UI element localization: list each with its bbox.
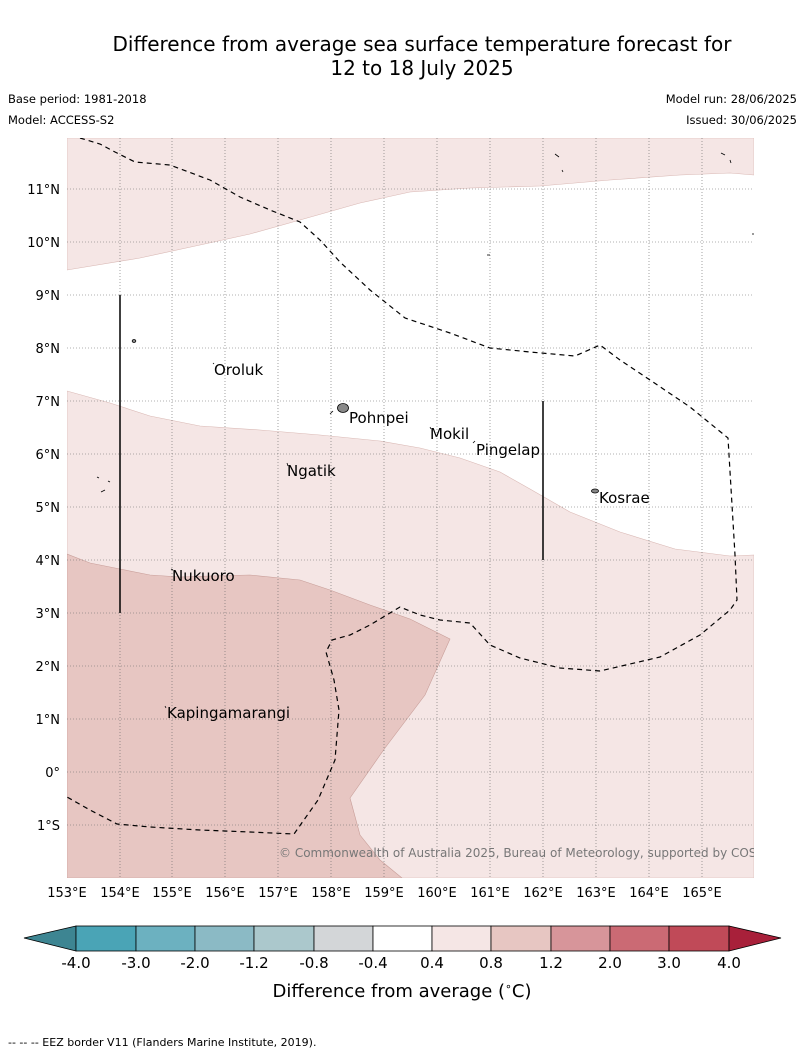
- colorbar-tick: -3.0: [121, 954, 150, 972]
- lon-tick: 162°E: [523, 886, 563, 901]
- lon-tick: 157°E: [258, 886, 298, 901]
- small-islets-west: [96, 476, 111, 493]
- ant-atoll: [329, 410, 334, 415]
- lon-tick: 155°E: [152, 886, 192, 901]
- colorbar-segment: [194, 925, 255, 952]
- model-name: Model: ACCESS-S2: [8, 113, 115, 127]
- eez-footnote: -- -- -- EEZ border V11 (Flanders Marine…: [8, 1036, 317, 1049]
- lon-tick: 164°E: [629, 886, 669, 901]
- colorbar-segment: [313, 925, 374, 952]
- islands: [96, 152, 754, 709]
- colorbar-segment: [550, 925, 611, 952]
- warm-anomaly-region-north: [67, 138, 754, 271]
- lat-tick: 1°N: [36, 713, 61, 728]
- colorbar-tick: 2.0: [598, 954, 622, 972]
- title-line-2: 12 to 18 July 2025: [330, 56, 514, 80]
- pingelap-atoll: [472, 440, 476, 444]
- copyright-notice: © Commonwealth of Australia 2025, Bureau…: [279, 846, 784, 860]
- colorbar-labels: -4.0 -3.0 -2.0 -1.2 -0.8 -0.4 0.4 0.8 1.…: [61, 954, 741, 972]
- lon-tick: 158°E: [311, 886, 351, 901]
- place-label: Oroluk: [214, 361, 263, 379]
- colorbar-tick: -2.0: [180, 954, 209, 972]
- colorbar-tick: 0.8: [479, 954, 503, 972]
- issued-date: Issued: 30/06/2025: [686, 113, 797, 127]
- colorbar-title: Difference from average (∘C): [272, 980, 531, 1002]
- graticule: [67, 138, 754, 878]
- small-islets-northeast: [720, 152, 732, 164]
- map-area: Oroluk Pohnpei Mokil Pingelap Ngatik Kos…: [67, 138, 784, 878]
- colorbar-segment: [609, 925, 670, 952]
- title-line-1: Difference from average sea surface temp…: [112, 32, 732, 56]
- colorbar-tick: -4.0: [61, 954, 90, 972]
- colorbar-tick: -0.8: [299, 954, 328, 972]
- place-labels: Oroluk Pohnpei Mokil Pingelap Ngatik Kos…: [167, 361, 650, 722]
- colorbar-title-text: Difference from average (: [272, 981, 505, 1002]
- colorbar-segment: [135, 925, 196, 952]
- colorbar-title-unit: C): [512, 981, 532, 1002]
- lon-tick: 154°E: [100, 886, 140, 901]
- colorbar-segment: [75, 925, 137, 952]
- place-label: Ngatik: [287, 462, 336, 480]
- small-atoll-west: [131, 339, 137, 343]
- kosrae-island: [591, 488, 599, 494]
- lon-tick: 153°E: [47, 886, 87, 901]
- colorbar-extend-high: [728, 925, 782, 952]
- colorbar-segment: [668, 925, 730, 952]
- lat-tick: 2°N: [36, 660, 61, 675]
- mokil-atoll: [429, 426, 432, 430]
- oroluk-atoll: [212, 362, 215, 365]
- lat-tick: 6°N: [36, 448, 61, 463]
- lon-tick: 160°E: [417, 886, 457, 901]
- colorbar-segment: [372, 925, 433, 952]
- longitude-ticks: 153°E 154°E 155°E 156°E 157°E 158°E 159°…: [47, 886, 722, 901]
- lat-tick: 11°N: [27, 183, 60, 198]
- kapingamarangi-atoll: [164, 705, 167, 709]
- colorbar-tick: -1.2: [239, 954, 268, 972]
- chart-title: Difference from average sea surface temp…: [60, 32, 784, 80]
- lat-tick: 5°N: [36, 501, 61, 516]
- lon-tick: 156°E: [205, 886, 245, 901]
- colorbar-segment: [490, 925, 552, 952]
- place-label: Pohnpei: [349, 409, 409, 427]
- place-label: Nukuoro: [172, 567, 235, 585]
- model-run: Model run: 28/06/2025: [665, 92, 797, 106]
- colorbar-tick: 1.2: [539, 954, 563, 972]
- colorbar-tick: -0.4: [358, 954, 387, 972]
- lon-tick: 165°E: [682, 886, 722, 901]
- ngatik-atoll: [286, 462, 289, 467]
- lon-tick: 159°E: [364, 886, 404, 901]
- pohnpei-island: [337, 403, 349, 413]
- latitude-ticks: 11°N 10°N 9°N 8°N 7°N 6°N 5°N 4°N 3°N 2°…: [27, 183, 60, 834]
- colorbar-title-degree: ∘: [505, 980, 512, 993]
- lon-tick: 161°E: [470, 886, 510, 901]
- colorbar: [23, 925, 782, 952]
- lat-tick: 4°N: [36, 554, 61, 569]
- lon-tick: 163°E: [576, 886, 616, 901]
- colorbar-tick: 0.4: [420, 954, 444, 972]
- lat-tick: 3°N: [36, 607, 61, 622]
- colorbar-tick: 3.0: [657, 954, 681, 972]
- lat-tick: 1°S: [37, 819, 60, 834]
- lat-tick: 7°N: [36, 395, 61, 410]
- colorbar-tick: 4.0: [717, 954, 741, 972]
- nukuoro-atoll: [170, 568, 174, 571]
- colorbar-segment: [431, 925, 492, 952]
- colorbar-segment: [253, 925, 315, 952]
- place-label: Mokil: [430, 425, 469, 443]
- lat-tick: 10°N: [27, 236, 60, 251]
- lat-tick: 9°N: [36, 289, 61, 304]
- base-period: Base period: 1981-2018: [8, 92, 147, 106]
- eez-border: [67, 138, 738, 835]
- place-label: Kapingamarangi: [167, 704, 290, 722]
- lat-tick: 8°N: [36, 342, 61, 357]
- place-label: Pingelap: [476, 441, 540, 459]
- lat-tick: 0°: [45, 766, 60, 781]
- small-islets-north: [554, 153, 564, 173]
- place-label: Kosrae: [599, 489, 650, 507]
- warm-anomaly-region-strong: [67, 553, 451, 878]
- colorbar-extend-low: [23, 925, 77, 952]
